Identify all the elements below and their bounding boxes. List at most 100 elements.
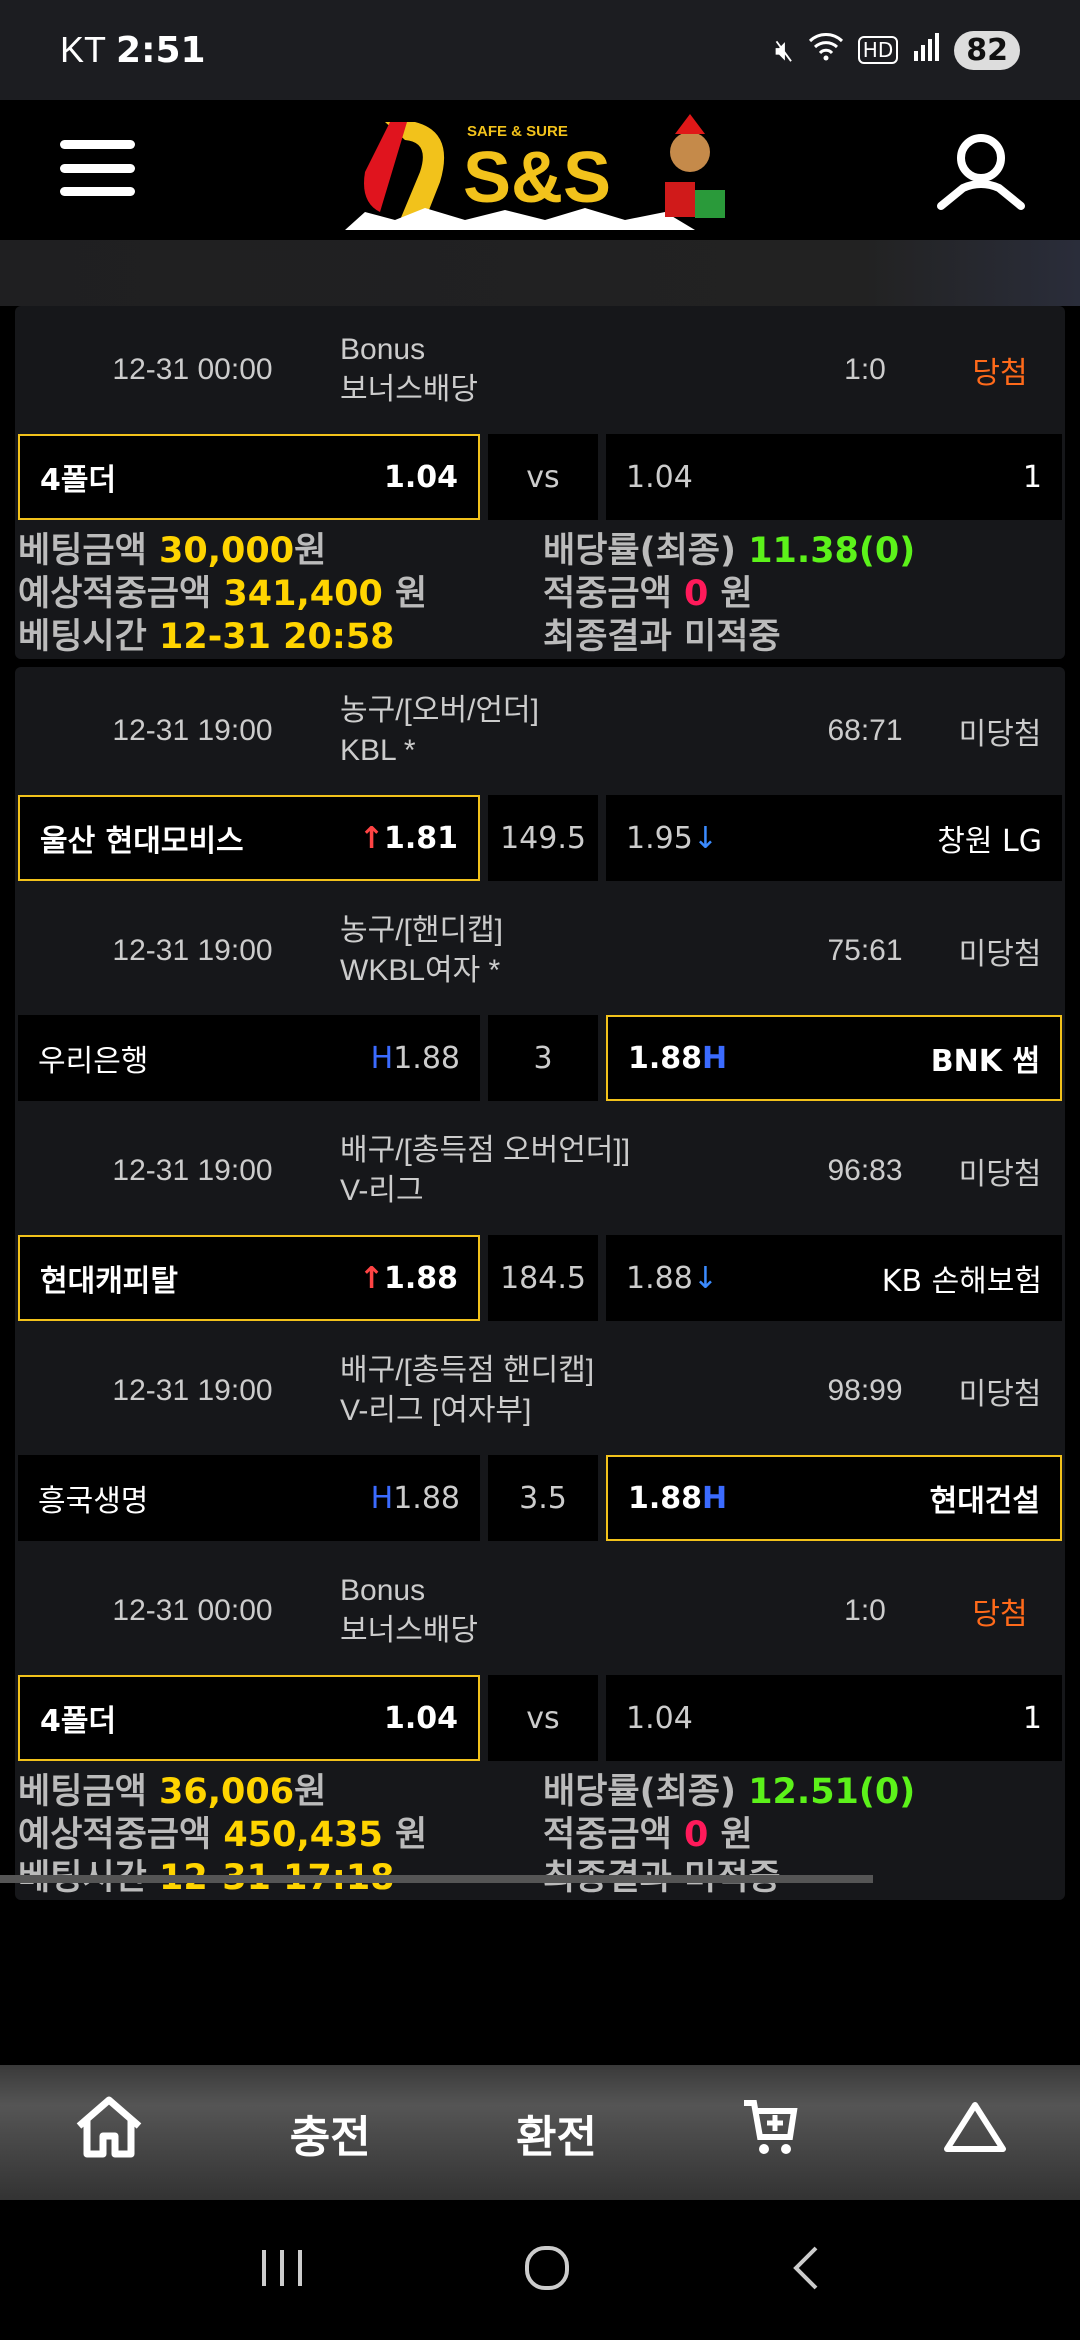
away-pick-button[interactable]: 1.88 H 현대건설 xyxy=(606,1455,1062,1541)
label: 베팅금액 xyxy=(18,1772,147,1812)
line-value-text: vs xyxy=(526,1700,560,1736)
total-odds: 12.51(0) xyxy=(748,1772,916,1812)
league-type: Bonus xyxy=(340,1574,426,1607)
away-pick-button[interactable]: 1.04 1 xyxy=(606,1675,1062,1761)
pick-row: 4폴더 1.04 vs 1.04 1 xyxy=(18,1675,1062,1761)
horizontal-scrollbar[interactable] xyxy=(0,1875,873,1883)
user-account-icon[interactable] xyxy=(935,132,1027,212)
pick-row: 4폴더 1.04 vs 1.04 1 xyxy=(18,434,1062,520)
home-pick-button[interactable]: 현대캐피탈 ↑1.88 xyxy=(18,1235,480,1321)
away-team: 1 xyxy=(1022,1700,1042,1736)
league-type: 배구/[총득점 오버언더]] xyxy=(340,1134,631,1167)
home-odds: ↑1.81 xyxy=(359,821,458,856)
hamburger-menu-icon[interactable] xyxy=(60,140,135,196)
bet-amount: 36,006 xyxy=(159,1772,295,1812)
scroll-top-triangle-icon[interactable] xyxy=(943,2099,1007,2166)
home-pick-button[interactable]: 4폴더 1.04 xyxy=(18,1675,480,1761)
home-odds-value: 1.88 xyxy=(393,1040,460,1076)
away-team: 현대건설 xyxy=(929,1484,1040,1519)
league-type: 농구/[오버/언더] xyxy=(340,694,539,727)
game-date: 12-31 19:00 xyxy=(112,1154,273,1187)
bet-history-list: 12-31 00:00 Bonus 보너스배당 1:0 당첨 4폴더 1.04 v… xyxy=(0,306,1080,1900)
home-pick-button[interactable]: 흥국생명 H1.88 xyxy=(18,1455,480,1541)
league-name: KBL * xyxy=(340,734,416,767)
league-name: 보너스배당 xyxy=(340,1614,478,1647)
label: 배당률(최종) xyxy=(543,1772,736,1812)
league: Bonus 보너스배당 xyxy=(340,330,795,410)
home-odds: H1.88 xyxy=(371,1041,460,1076)
line-value[interactable]: vs xyxy=(488,434,598,520)
game-info-row: 12-31 00:00 Bonus 보너스배당 1:0 당첨 xyxy=(15,1547,1065,1675)
away-pick-button[interactable]: 1.88 H BNK 썸 xyxy=(606,1015,1062,1101)
app-header: SAFE & SURE S&S xyxy=(0,100,1080,240)
home-odds-value: 1.81 xyxy=(383,820,458,856)
mute-icon: 🔇︎ xyxy=(774,32,794,68)
total-odds: 11.38(0) xyxy=(748,531,916,571)
unit: 원 xyxy=(720,1815,753,1855)
away-odds-value: 1.88 xyxy=(628,1480,703,1516)
game-info-row: 12-31 19:00 배구/[총득점 핸디캡] V-리그 [여자부] 98:99… xyxy=(15,1327,1065,1455)
away-pick-button[interactable]: 1.88 ↓ KB 손해보험 xyxy=(606,1235,1062,1321)
label: 예상적중금액 xyxy=(18,574,212,614)
unit: 원 xyxy=(294,1772,327,1812)
clock: 2:51 xyxy=(116,29,206,71)
away-odds-value: 1.88 xyxy=(626,1260,693,1296)
home-circle-icon[interactable] xyxy=(523,2244,571,2296)
cart-plus-icon[interactable] xyxy=(742,2097,798,2168)
line-value-text: 3.5 xyxy=(519,1480,567,1516)
exchange-button[interactable]: 환전 xyxy=(515,2111,597,2163)
bet-amount: 30,000 xyxy=(159,531,295,571)
league: 배구/[총득점 오버언더]] V-리그 xyxy=(340,1131,795,1211)
recent-apps-icon[interactable] xyxy=(260,2248,304,2292)
game-date: 12-31 19:00 xyxy=(112,934,273,967)
battery-indicator: 82 xyxy=(954,30,1020,70)
hit-amount: 0 xyxy=(684,1815,709,1855)
unit: 원 xyxy=(395,1815,428,1855)
label: 베팅금액 xyxy=(18,531,147,571)
line-value[interactable]: 184.5 xyxy=(488,1235,598,1321)
league-type: Bonus xyxy=(340,333,426,366)
final-result: 미적중 xyxy=(684,617,781,657)
back-icon[interactable] xyxy=(790,2244,820,2296)
home-odds: 1.04 xyxy=(384,460,458,495)
line-value[interactable]: 3 xyxy=(488,1015,598,1101)
system-nav-bar xyxy=(0,2200,1080,2340)
logo-tagline: SAFE & SURE xyxy=(467,123,568,140)
away-pick-button[interactable]: 1.95 ↓ 창원 LG xyxy=(606,795,1062,881)
line-value[interactable]: vs xyxy=(488,1675,598,1761)
home-odds-value: 1.04 xyxy=(383,459,458,495)
game-result: 미당첨 xyxy=(958,1378,1042,1411)
game-info-row: 12-31 19:00 농구/[오버/언더] KBL * 68:71 미당첨 xyxy=(15,667,1065,795)
pick-row: 흥국생명 H1.88 3.5 1.88 H 현대건설 xyxy=(18,1455,1062,1541)
pick-row: 현대캐피탈 ↑1.88 184.5 1.88 ↓ KB 손해보험 xyxy=(18,1235,1062,1321)
label: 배당률(최종) xyxy=(543,531,736,571)
handicap-mark: H xyxy=(702,1040,728,1076)
home-odds-value: 1.88 xyxy=(383,1260,458,1296)
signal-icon xyxy=(912,31,940,69)
league: Bonus 보너스배당 xyxy=(340,1571,795,1651)
home-icon[interactable] xyxy=(73,2094,145,2171)
line-value-text: 3 xyxy=(533,1040,553,1076)
game-score: 68:71 xyxy=(827,714,903,747)
line-value[interactable]: 149.5 xyxy=(488,795,598,881)
carrier: KT xyxy=(60,29,107,70)
unit: 원 xyxy=(395,574,428,614)
home-pick-button[interactable]: 우리은행 H1.88 xyxy=(18,1015,480,1101)
site-logo[interactable]: SAFE & SURE S&S xyxy=(345,112,740,230)
away-pick-button[interactable]: 1.04 1 xyxy=(606,434,1062,520)
away-odds-value: 1.95 xyxy=(626,820,693,856)
label: 적중금액 xyxy=(543,574,672,614)
league-name: WKBL여자 * xyxy=(340,954,501,987)
handicap-mark: H xyxy=(702,1480,728,1516)
away-odds-value: 1.04 xyxy=(626,459,693,495)
away-odds-value: 1.04 xyxy=(626,1700,693,1736)
line-value[interactable]: 3.5 xyxy=(488,1455,598,1541)
home-pick-button[interactable]: 울산 현대모비스 ↑1.81 xyxy=(18,795,480,881)
label: 예상적중금액 xyxy=(18,1815,212,1855)
handicap-mark: H xyxy=(370,1480,394,1516)
home-pick-button[interactable]: 4폴더 1.04 xyxy=(18,434,480,520)
bottom-nav: 충전 환전 xyxy=(0,2065,1080,2200)
charge-button[interactable]: 충전 xyxy=(289,2111,371,2163)
odds-down-arrow-icon: ↓ xyxy=(692,820,718,856)
game-info-row: 12-31 19:00 농구/[핸디캡] WKBL여자 * 75:61 미당첨 xyxy=(15,887,1065,1015)
